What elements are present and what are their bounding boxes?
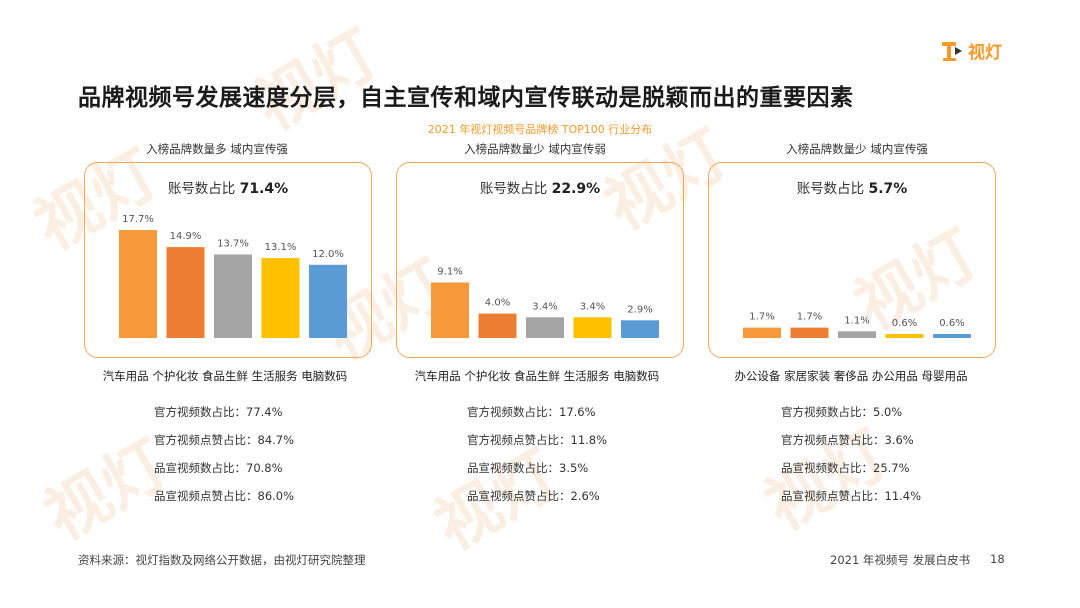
- bar-value-label: 3.4%: [532, 301, 557, 312]
- stat-value: 11.8%: [570, 433, 608, 447]
- stat-row: 官方视频数占比：5.0%: [781, 398, 921, 426]
- stat-value: 70.8%: [246, 461, 283, 475]
- bar: [478, 313, 517, 338]
- bar: [621, 320, 659, 338]
- chart-subtitle: 2021 年视灯视频号品牌榜 TOP100 行业分布: [427, 123, 653, 136]
- stat-value: 5.0%: [873, 405, 903, 419]
- bar: [261, 258, 300, 338]
- stat-row: 品宣视频数占比：25.7%: [781, 454, 921, 482]
- stat-label: 官方视频数占比：: [781, 405, 873, 419]
- bar: [431, 282, 469, 338]
- bar-chart: 9.1% 4.0% 3.4% 3.4% 2.9%: [431, 266, 659, 338]
- category-labels: 汽车用品 个护化妆 食品生鲜 生活服务 电脑数码: [102, 369, 348, 383]
- page-number: 18: [990, 552, 1005, 566]
- source-note: 资料来源：视灯指数及网络公开数据，由视灯研究院整理: [78, 553, 366, 567]
- stat-value: 2.6%: [570, 489, 600, 503]
- bar: [119, 230, 157, 338]
- lamp-icon: [942, 41, 962, 61]
- bar-value-label: 17.7%: [122, 214, 154, 225]
- bar-value-label: 2.9%: [627, 304, 652, 315]
- page-title: 品牌视频号发展速度分层，自主宣传和域内宣传联动是脱颖而出的重要因素: [78, 85, 854, 111]
- group-label: 入榜品牌数量少 域内宣传弱: [464, 142, 606, 156]
- chart-panel: 账号数占比 22.9% 9.1% 4.0% 3.4% 3.4% 2.9%: [396, 162, 684, 358]
- stat-label: 官方视频点赞占比：: [154, 433, 258, 447]
- bar-chart: 1.7% 1.7% 1.1% 0.6% 0.6%: [743, 312, 971, 338]
- bar: [309, 264, 347, 338]
- account-ratio: 账号数占比 22.9%: [397, 177, 683, 197]
- stats-list: 官方视频数占比：5.0% 官方视频点赞占比：3.6% 品宣视频数占比：25.7%…: [781, 398, 921, 510]
- account-ratio: 账号数占比 71.4%: [85, 177, 371, 197]
- stat-label: 官方视频点赞占比：: [467, 433, 571, 447]
- stat-row: 品宣视频点赞占比：11.4%: [781, 482, 921, 510]
- stat-row: 品宣视频数占比：70.8%: [154, 454, 294, 482]
- bar: [526, 317, 564, 338]
- bar: [885, 334, 924, 338]
- stats-list: 官方视频数占比：17.6% 官方视频点赞占比：11.8% 品宣视频数占比：3.5…: [467, 398, 607, 510]
- bar: [214, 254, 252, 338]
- bar: [166, 247, 205, 338]
- stat-label: 品宣视频点赞占比：: [781, 489, 885, 503]
- ratio-label: 账号数占比: [167, 181, 236, 197]
- stat-value: 25.7%: [873, 461, 910, 475]
- stat-value: 11.4%: [884, 489, 922, 503]
- bar-value-label: 1.7%: [749, 312, 774, 323]
- stat-value: 17.6%: [559, 405, 596, 419]
- stat-value: 3.6%: [884, 433, 914, 447]
- bar-value-label: 4.0%: [485, 298, 510, 309]
- group-label: 入榜品牌数量多 域内宣传强: [146, 142, 288, 156]
- stat-label: 官方视频点赞占比：: [781, 433, 885, 447]
- bar-value-label: 0.6%: [892, 318, 917, 329]
- stat-value: 3.5%: [559, 461, 589, 475]
- account-ratio: 账号数占比 5.7%: [709, 177, 995, 197]
- stat-row: 品宣视频点赞占比：2.6%: [467, 482, 607, 510]
- category-labels: 办公设备 家居家装 奢侈品 办公用品 母婴用品: [734, 369, 968, 383]
- logo-text: 视灯: [968, 43, 1002, 63]
- bar: [838, 331, 876, 338]
- brand-logo: 视灯: [940, 38, 1002, 63]
- ratio-value: 71.4%: [239, 181, 289, 197]
- stat-row: 官方视频点赞占比：11.8%: [467, 426, 607, 454]
- chart-panel: 账号数占比 5.7% 1.7% 1.7% 1.1% 0.6% 0.6%: [708, 162, 996, 358]
- ratio-value: 22.9%: [551, 181, 601, 197]
- chart-panel: 账号数占比 71.4% 17.7% 14.9% 13.7% 13.1% 12.0%: [84, 162, 372, 358]
- stat-row: 品宣视频数占比：3.5%: [467, 454, 607, 482]
- stat-row: 品宣视频点赞占比：86.0%: [154, 482, 294, 510]
- bar-value-label: 13.7%: [217, 238, 249, 249]
- stat-label: 品宣视频数占比：: [154, 461, 246, 475]
- bar-value-label: 3.4%: [580, 301, 605, 312]
- stat-label: 品宣视频数占比：: [467, 461, 559, 475]
- stat-value: 77.4%: [246, 405, 283, 419]
- ratio-label: 账号数占比: [479, 181, 548, 197]
- bar: [743, 327, 781, 338]
- bar-value-label: 1.7%: [797, 312, 822, 323]
- stat-value: 84.7%: [257, 433, 295, 447]
- stats-list: 官方视频数占比：77.4% 官方视频点赞占比：84.7% 品宣视频数占比：70.…: [154, 398, 294, 510]
- bar: [790, 327, 829, 338]
- ratio-label: 账号数占比: [796, 181, 865, 197]
- bar-chart: 17.7% 14.9% 13.7% 13.1% 12.0%: [119, 214, 347, 338]
- bar-value-label: 12.0%: [312, 249, 344, 260]
- stat-label: 官方视频数占比：: [467, 405, 559, 419]
- bar-value-label: 14.9%: [170, 231, 202, 242]
- stat-label: 品宣视频点赞占比：: [154, 489, 258, 503]
- stat-label: 官方视频数占比：: [154, 405, 246, 419]
- stat-row: 官方视频数占比：17.6%: [467, 398, 607, 426]
- stat-label: 品宣视频数占比：: [781, 461, 873, 475]
- category-labels: 汽车用品 个护化妆 食品生鲜 生活服务 电脑数码: [414, 369, 660, 383]
- group-label: 入榜品牌数量少 域内宣传强: [786, 142, 928, 156]
- report-title: 2021 年视频号 发展白皮书: [830, 553, 971, 567]
- bar-value-label: 9.1%: [437, 266, 462, 277]
- bar-value-label: 13.1%: [265, 242, 297, 253]
- bar: [933, 334, 971, 338]
- stat-value: 86.0%: [257, 489, 295, 503]
- stat-row: 官方视频点赞占比：3.6%: [781, 426, 921, 454]
- stat-label: 品宣视频点赞占比：: [467, 489, 571, 503]
- stat-row: 官方视频数占比：77.4%: [154, 398, 294, 426]
- bar-value-label: 0.6%: [939, 318, 964, 329]
- stat-row: 官方视频点赞占比：84.7%: [154, 426, 294, 454]
- ratio-value: 5.7%: [868, 181, 908, 197]
- bar: [573, 317, 612, 338]
- bar-value-label: 1.1%: [844, 315, 869, 326]
